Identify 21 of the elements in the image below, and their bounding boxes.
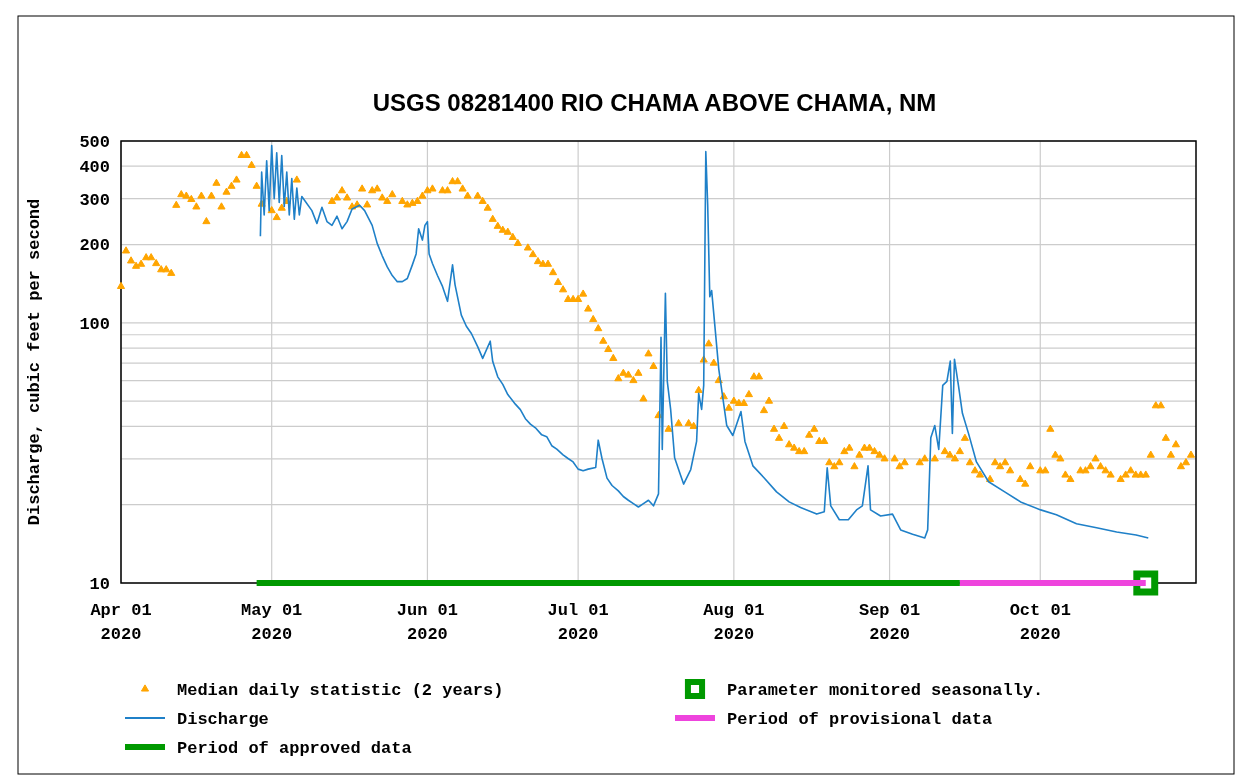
legend-label: Period of provisional data xyxy=(727,709,993,729)
y-tick-label: 100 xyxy=(79,314,110,334)
x-tick-label: May 01 2020 xyxy=(241,601,303,644)
x-tick-label: Sep 01 2020 xyxy=(858,601,921,644)
legend-label: Median daily statistic (2 years) xyxy=(177,680,504,700)
y-tick-label: 400 xyxy=(79,158,110,178)
legend-label: Discharge xyxy=(177,709,269,729)
chart-title: USGS 08281400 RIO CHAMA ABOVE CHAMA, NM xyxy=(372,89,937,116)
x-tick-label: Aug 01 2020 xyxy=(703,601,765,644)
legend-label: Parameter monitored seasonally. xyxy=(727,680,1044,700)
y-axis-title: Discharge, cubic feet per second xyxy=(25,198,44,526)
x-tick-label: Apr 01 2020 xyxy=(90,601,152,644)
y-tick-label: 300 xyxy=(79,190,110,210)
x-tick-label: Oct 01 2020 xyxy=(1009,601,1071,644)
x-tick-label: Jun 01 2020 xyxy=(396,601,459,644)
legend-label: Period of approved data xyxy=(177,738,412,758)
line-series xyxy=(259,144,1150,539)
x-tick-label: Jul 01 2020 xyxy=(547,601,609,644)
y-tick-label: 10 xyxy=(89,574,110,594)
y-tick-label: 200 xyxy=(79,236,110,256)
y-tick-label: 500 xyxy=(79,132,110,152)
